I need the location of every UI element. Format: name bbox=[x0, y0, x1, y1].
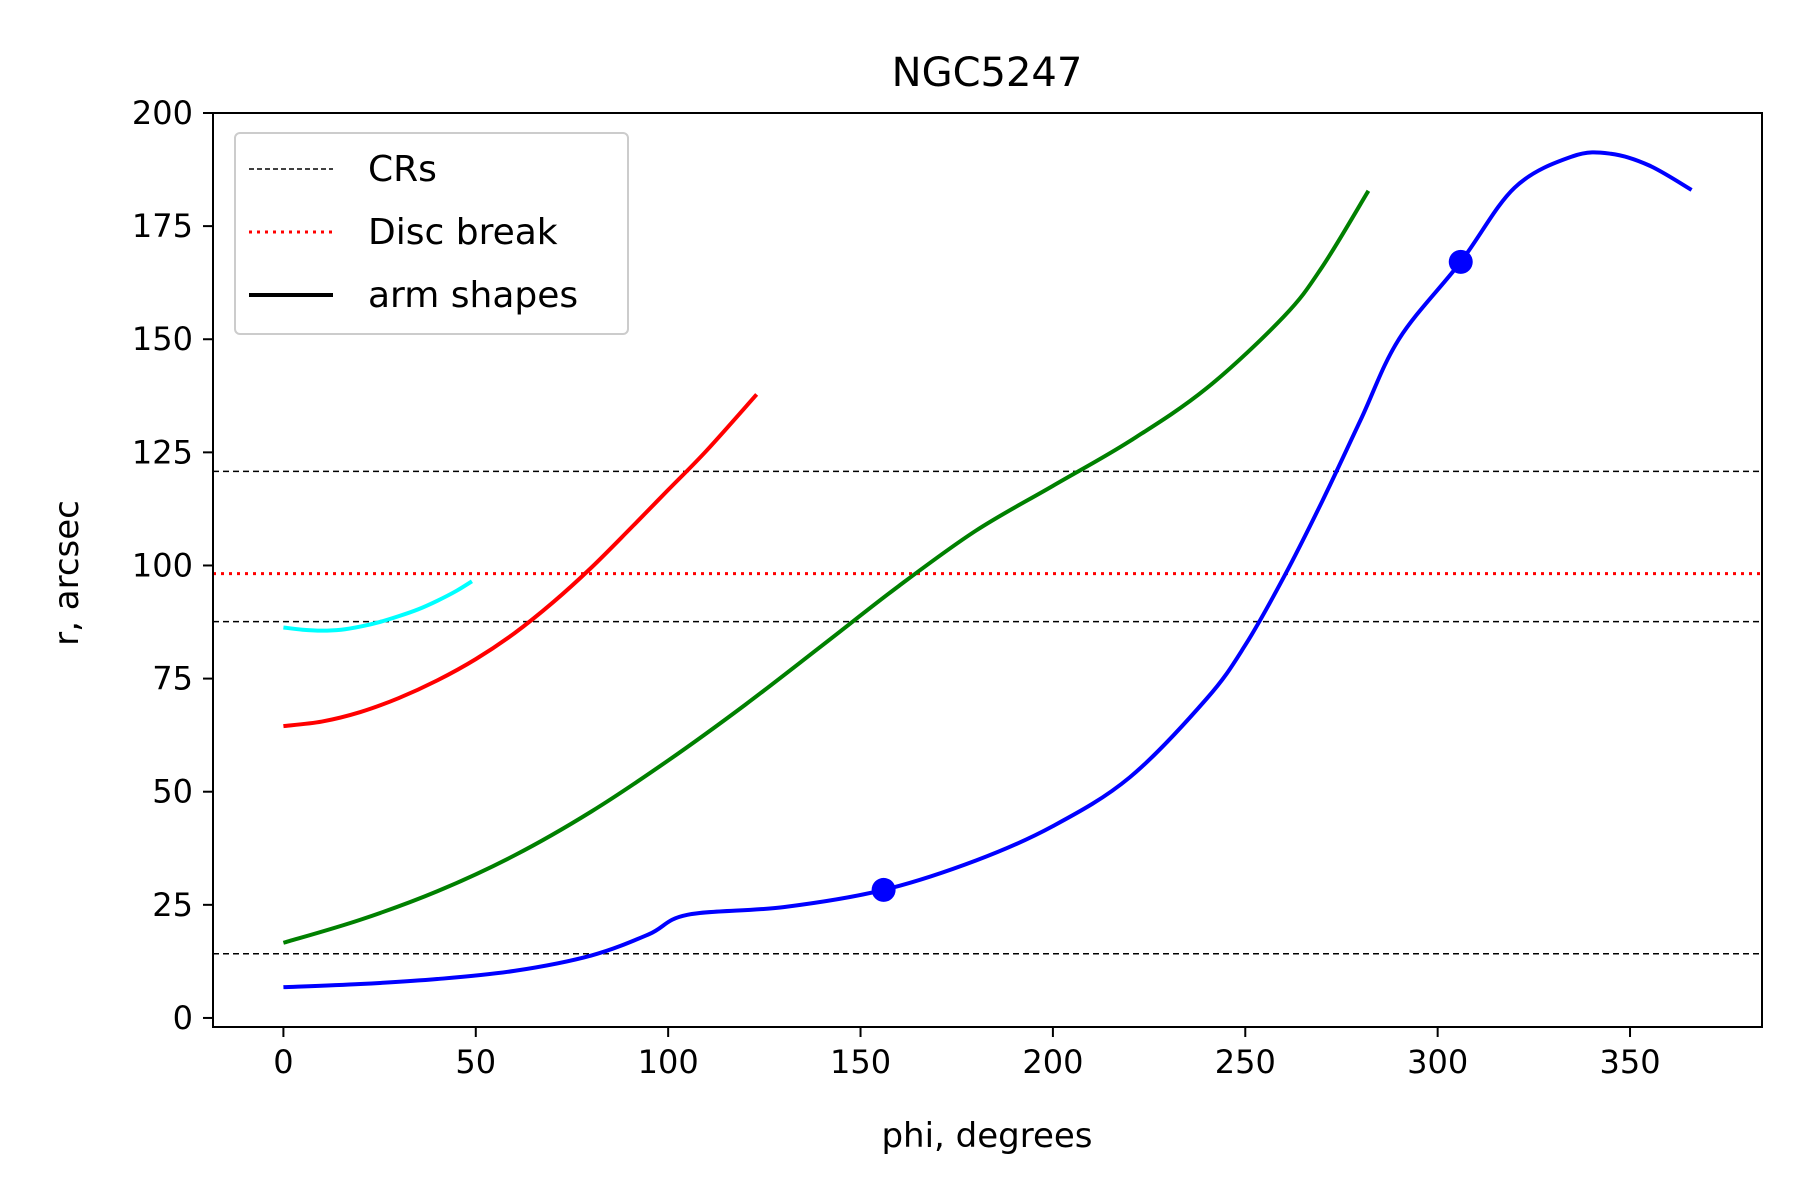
y-tick-label: 75 bbox=[152, 660, 193, 698]
x-tick-label: 300 bbox=[1407, 1043, 1468, 1081]
x-tick-label: 0 bbox=[273, 1043, 293, 1081]
x-tick-label: 350 bbox=[1599, 1043, 1660, 1081]
legend-label-disc-break: Disc break bbox=[368, 212, 558, 253]
x-tick-label: 200 bbox=[1022, 1043, 1083, 1081]
x-axis-label: phi, degrees bbox=[881, 1116, 1092, 1156]
y-axis-label: r, arcsec bbox=[47, 500, 87, 646]
y-tick-label: 25 bbox=[152, 886, 193, 924]
x-tick-label: 150 bbox=[830, 1043, 891, 1081]
x-tick-label: 100 bbox=[638, 1043, 699, 1081]
y-tick-label: 200 bbox=[132, 94, 193, 132]
plot-frame bbox=[212, 112, 1763, 1028]
arm-shape-line-4 bbox=[283, 150, 1693, 990]
legend-frame bbox=[234, 132, 629, 335]
y-tick-label: 0 bbox=[173, 999, 193, 1037]
y-tick-label: 150 bbox=[132, 320, 193, 358]
x-tick-label: 50 bbox=[455, 1043, 496, 1081]
y-tick-label: 125 bbox=[132, 433, 193, 471]
legend: CRs Disc break arm shapes bbox=[234, 132, 629, 335]
y-tick-label: 100 bbox=[132, 546, 193, 584]
arm-shape-marker-4-2 bbox=[1448, 249, 1473, 274]
arm-shape-marker-4-1 bbox=[871, 877, 896, 902]
arm-shape-line-3 bbox=[282, 189, 1371, 945]
x-tick-label: 250 bbox=[1215, 1043, 1276, 1081]
chart-title: NGC5247 bbox=[892, 50, 1083, 96]
y-tick-label: 50 bbox=[152, 773, 193, 811]
legend-label-arm-shapes: arm shapes bbox=[368, 275, 578, 316]
arm-shape-line-1 bbox=[283, 579, 473, 633]
y-tick-label: 175 bbox=[132, 207, 193, 245]
arm-shape-line-2 bbox=[283, 393, 759, 729]
legend-label-crs: CRs bbox=[368, 149, 437, 190]
